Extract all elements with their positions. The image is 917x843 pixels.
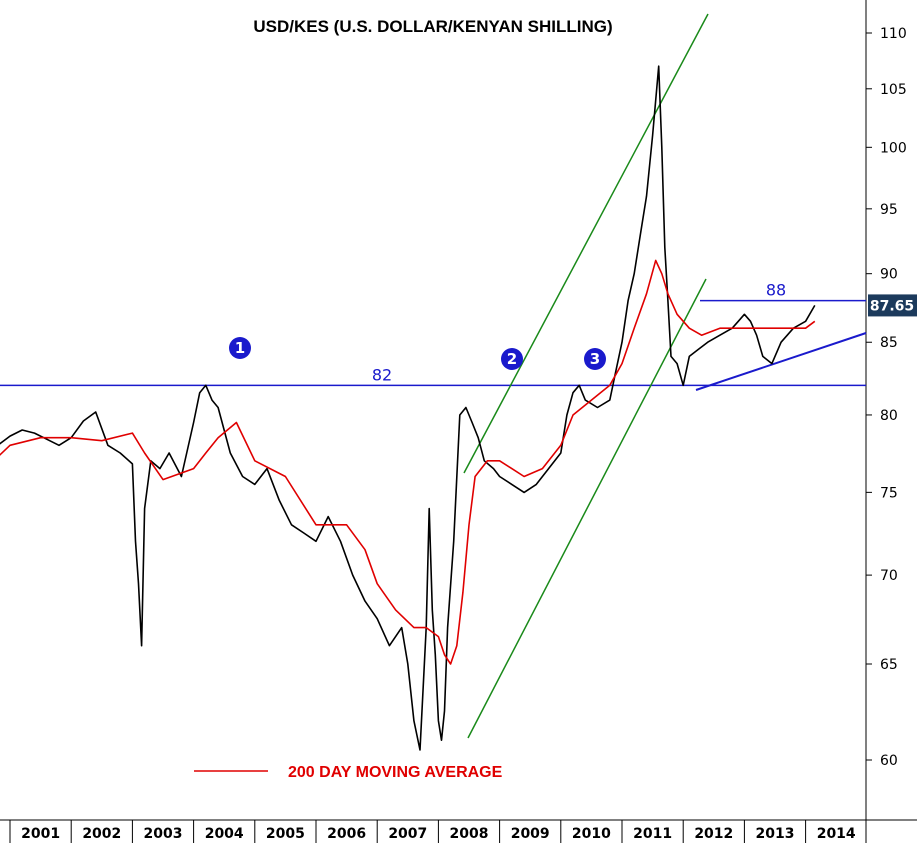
x-tick-label: 2014 [817, 826, 856, 842]
x-tick-label: 2007 [388, 826, 427, 842]
x-tick-label: 2002 [82, 826, 121, 842]
x-tick-label: 2005 [266, 826, 305, 842]
marker-2: 2 [501, 348, 523, 370]
x-tick-label: 2003 [144, 826, 183, 842]
y-tick-label: 70 [880, 568, 898, 584]
y-tick-label: 100 [880, 140, 907, 156]
marker-1-label: 1 [235, 339, 245, 357]
marker-3-circle [584, 348, 606, 370]
x-tick-label: 2009 [511, 826, 550, 842]
level-88-label: 88 [766, 281, 786, 300]
x-axis-ticks: 2001 2002 2003 2004 2005 2006 2007 2008 2009 2010… [9, 820, 856, 843]
moving-average-line [0, 259, 816, 665]
legend: 200 DAY MOVING AVERAGE [194, 764, 503, 781]
chart-title: USD/KES (U.S. DOLLAR/KENYAN SHILLING) [253, 17, 612, 36]
y-tick-label: 105 [880, 82, 907, 98]
last-value-badge: 87.65 [868, 294, 917, 317]
y-tick-label: 110 [880, 26, 907, 42]
x-tick-label: 2006 [327, 826, 366, 842]
marker-3-label: 3 [590, 350, 600, 368]
channel-lower-line [467, 278, 707, 739]
ascending-support-line [695, 332, 867, 391]
y-tick-label: 80 [880, 408, 898, 424]
y-tick-label: 65 [880, 657, 898, 673]
x-tick-label: 2010 [572, 826, 611, 842]
x-tick-label: 2013 [756, 826, 795, 842]
plot-area [0, 0, 866, 820]
x-tick-label: 2008 [450, 826, 489, 842]
marker-2-circle [501, 348, 523, 370]
x-tick-label: 2001 [21, 826, 60, 842]
y-tick-label: 85 [880, 335, 898, 351]
channel-upper-line [463, 13, 709, 474]
y-tick-label: 60 [880, 753, 898, 769]
x-tick-label: 2011 [633, 826, 672, 842]
y-tick-label: 75 [880, 485, 898, 501]
y-axis-ticks: 60 65 70 75 80 85 90 95 100 105 110 [866, 26, 907, 769]
x-tick-label: 2004 [205, 826, 244, 842]
last-value-label: 87.65 [870, 298, 914, 314]
legend-ma-label: 200 DAY MOVING AVERAGE [288, 764, 503, 781]
y-tick-label: 95 [880, 202, 898, 218]
x-tick-label: 2012 [694, 826, 733, 842]
marker-1-circle [229, 337, 251, 359]
marker-3: 3 [584, 348, 606, 370]
level-82-label: 82 [372, 365, 392, 384]
last-value-box [868, 294, 917, 317]
marker-2-label: 2 [507, 350, 517, 368]
marker-1: 1 [229, 337, 251, 359]
y-tick-label: 90 [880, 267, 898, 283]
price-series-line [0, 65, 816, 751]
